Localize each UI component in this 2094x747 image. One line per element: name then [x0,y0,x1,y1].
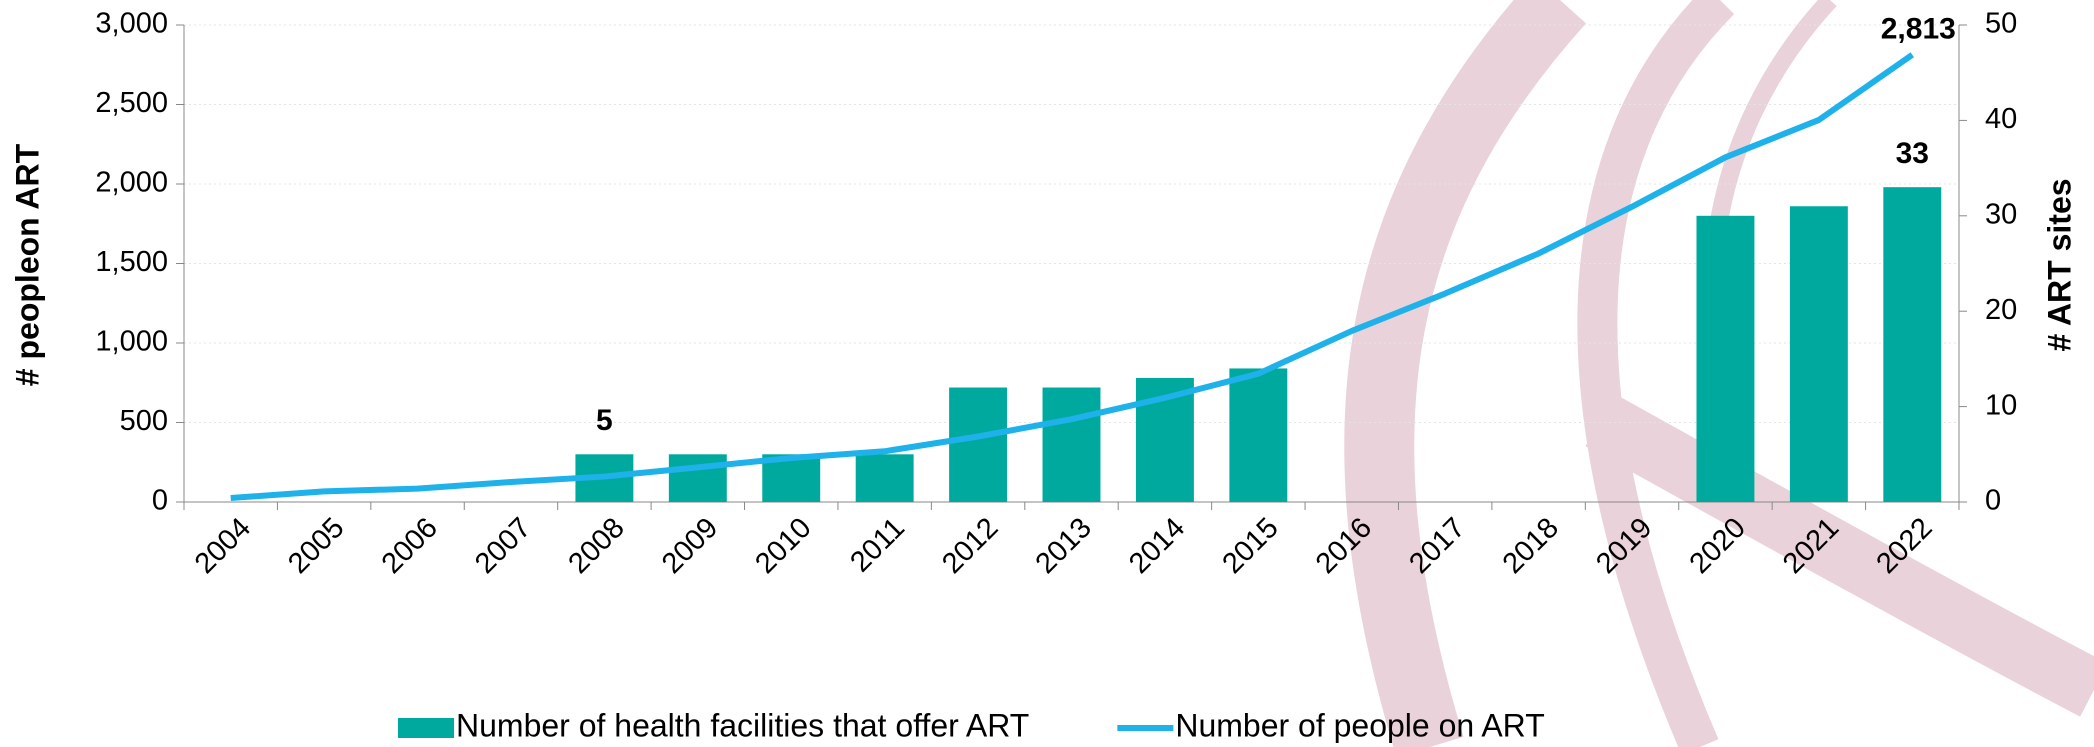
legend-label: Number of health facilities that offer A… [456,707,1029,743]
x-tick-label: 2008 [563,512,631,580]
x-tick-label: 2018 [1497,512,1565,580]
y2-tick-label: 50 [1985,8,2017,40]
y2-tick-label: 40 [1985,103,2017,135]
bar-value-label: 33 [1896,137,1929,170]
x-tick-label: 2011 [844,512,911,579]
y2-tick-label: 30 [1985,198,2017,230]
x-tick-label: 2015 [1216,512,1284,580]
bar [856,454,914,502]
bar [1229,368,1287,502]
y-tick-label: 500 [120,405,168,437]
legend-label: Number of people on ART [1175,707,1544,743]
x-tick-label: 2009 [656,512,724,580]
x-tick-label: 2007 [469,512,537,580]
bar [1696,216,1754,502]
y-tick-label: 0 [152,485,168,517]
x-tick-label: 2014 [1123,512,1191,580]
bar [949,388,1007,502]
y2-axis-title: # ART sites [2041,178,2077,351]
y-tick-label: 3,000 [95,8,168,40]
legend-swatch [398,718,454,738]
bar [1043,388,1101,502]
bar [1790,206,1848,502]
bar [669,454,727,502]
x-tick-label: 2013 [1030,512,1098,580]
x-tick-label: 2010 [749,512,817,580]
x-tick-label: 2006 [376,512,444,580]
y-tick-label: 2,000 [95,167,168,199]
y-axis-title: # peopleon ART [9,143,45,386]
y-tick-label: 1,500 [95,246,168,278]
x-tick-label: 2004 [189,512,257,580]
y2-tick-label: 0 [1985,485,2001,517]
y-tick-label: 2,500 [95,87,168,119]
y2-tick-label: 20 [1985,294,2017,326]
y2-tick-label: 10 [1985,389,2017,421]
line-value-label: 2,813 [1881,13,1956,46]
y-tick-label: 1,000 [95,326,168,358]
x-tick-label: 2012 [936,512,1004,580]
bar [1883,187,1941,502]
chart: # peopleon ART # ART sites 05001,0001,50… [0,0,2094,747]
x-tick-label: 2005 [282,512,350,580]
bar-value-label: 5 [596,404,613,437]
